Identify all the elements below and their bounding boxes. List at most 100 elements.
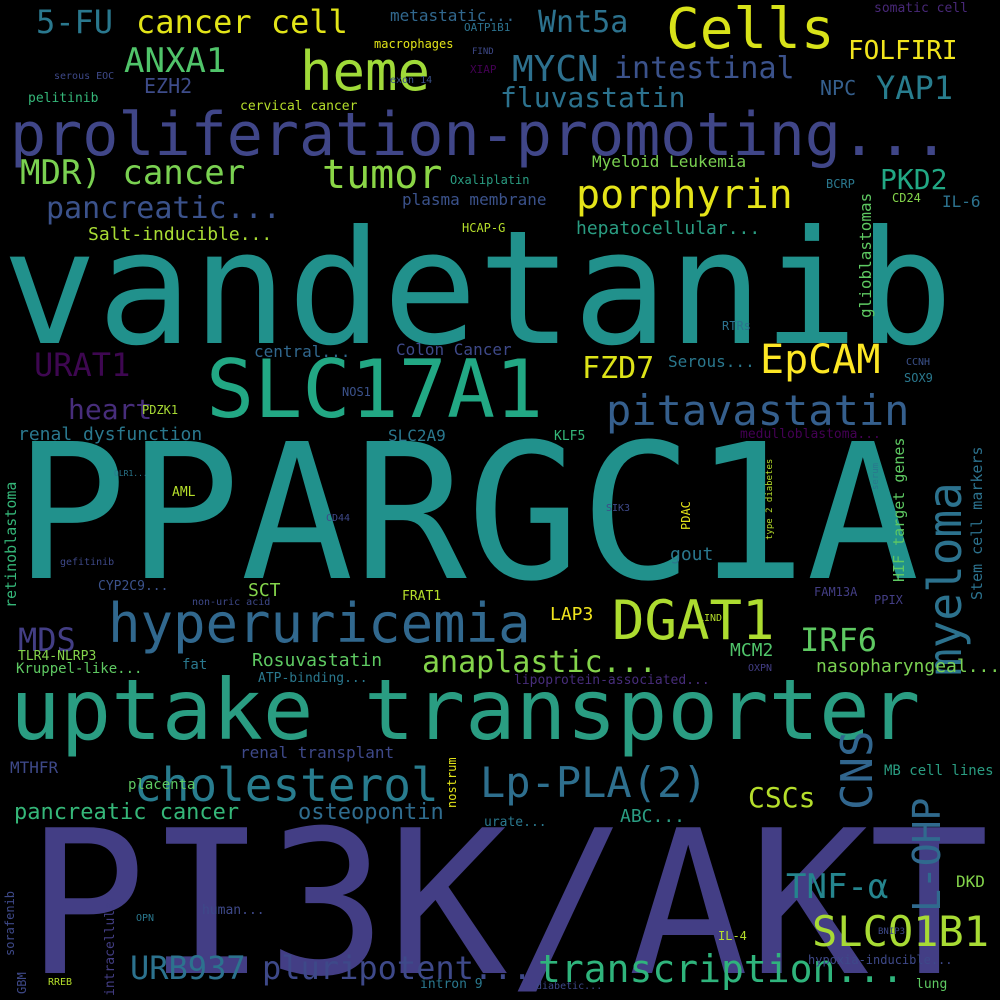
word: RREB bbox=[48, 977, 73, 988]
word: cervical cancer bbox=[240, 99, 358, 114]
word: plasma membrane bbox=[402, 190, 547, 209]
word: EZH2 bbox=[144, 74, 193, 98]
word: NPC bbox=[820, 76, 857, 100]
word: pancreatic... bbox=[46, 191, 281, 226]
word: PPARGC1A bbox=[14, 404, 920, 623]
word: TNF-α bbox=[786, 867, 889, 907]
word: nasopharyngeal... bbox=[816, 656, 1000, 677]
word: SLC17A1 bbox=[206, 343, 544, 436]
word: hypoxia-inducible... bbox=[808, 953, 953, 967]
word: somatic cell bbox=[874, 1, 968, 16]
word: BCRP bbox=[826, 177, 855, 191]
word: serous EOC bbox=[54, 71, 115, 82]
word: glioblastomas bbox=[856, 192, 875, 318]
word: placenta bbox=[128, 777, 196, 793]
word: FRAT1 bbox=[402, 589, 442, 604]
word: LIND bbox=[698, 613, 723, 624]
word: CSCs bbox=[748, 781, 816, 814]
word: medulloblastoma... bbox=[740, 427, 881, 442]
word: myeloma bbox=[918, 482, 972, 676]
word: osteopontin bbox=[298, 800, 444, 825]
word: central... bbox=[254, 342, 351, 361]
word: exon 14 bbox=[390, 75, 433, 86]
word: PI3K/AKT bbox=[26, 788, 990, 1000]
word: HCAP-G bbox=[462, 221, 506, 235]
word: DKD bbox=[956, 872, 985, 891]
word: MTHFR bbox=[10, 758, 59, 777]
word: Serous... bbox=[668, 352, 755, 371]
word: nostrum bbox=[445, 757, 459, 808]
word: Rosuvastatin bbox=[252, 650, 383, 671]
word: OLR1... bbox=[114, 469, 148, 478]
word: RTRs bbox=[722, 319, 751, 333]
word: intracellular bbox=[103, 894, 118, 996]
word: fluvastatin bbox=[500, 81, 686, 114]
word: fat bbox=[182, 657, 208, 673]
word: KLF5 bbox=[554, 429, 586, 444]
word: renal dysfunction bbox=[18, 424, 203, 445]
word: FIND bbox=[472, 47, 494, 57]
word: pitavastatin bbox=[606, 386, 910, 435]
word: Salt-inducible... bbox=[88, 224, 273, 245]
word: OXPN bbox=[748, 663, 773, 674]
word: porphyrin bbox=[576, 172, 793, 218]
word: transcription... bbox=[538, 947, 905, 991]
word: 5-FU bbox=[36, 3, 114, 41]
word: macrophages bbox=[374, 37, 454, 51]
word: SLC2A9 bbox=[388, 426, 446, 445]
word: gefitinib bbox=[60, 557, 115, 568]
word: L-OHP bbox=[905, 797, 949, 912]
word: lung bbox=[916, 977, 948, 992]
word: FZD7 bbox=[582, 351, 655, 386]
word: FOLFIRI bbox=[848, 36, 958, 66]
word: FAM13A bbox=[814, 585, 858, 599]
word: ANXA1 bbox=[124, 41, 227, 81]
word: MB cell lines bbox=[884, 763, 994, 779]
word: urate... bbox=[484, 815, 547, 830]
word: SIK3 bbox=[606, 503, 631, 514]
word: Oxaliplatin bbox=[450, 173, 530, 187]
word: Myeloid Leukemia bbox=[592, 152, 747, 171]
word: MDR) cancer bbox=[20, 153, 246, 193]
word: EpCAM bbox=[760, 337, 881, 383]
word: anaplastic... bbox=[422, 645, 657, 680]
word: retinoblastoma bbox=[2, 481, 20, 608]
word: intestinal bbox=[614, 51, 795, 86]
word: gout bbox=[670, 544, 714, 565]
word: metastatic... bbox=[390, 6, 516, 25]
word: pluripotent... bbox=[262, 949, 532, 987]
word: PPIX bbox=[874, 593, 903, 607]
word: Colon Cancer bbox=[396, 340, 512, 359]
word: serum bbox=[871, 462, 881, 490]
word: type 2 diabetes bbox=[765, 458, 775, 540]
word: CNS bbox=[832, 730, 883, 810]
word: hepatocellular... bbox=[576, 218, 761, 239]
word: SCT bbox=[248, 580, 281, 601]
word: renal transplant bbox=[240, 743, 395, 762]
word: MCM2 bbox=[730, 640, 774, 661]
word: URB937 bbox=[130, 949, 246, 987]
word: BNIP3 bbox=[878, 927, 906, 937]
word: sorafenib bbox=[3, 890, 17, 956]
word: PKD2 bbox=[880, 163, 948, 196]
word: cancer cell bbox=[136, 3, 348, 41]
word: SOX9 bbox=[904, 371, 933, 385]
word: Cells bbox=[666, 0, 835, 62]
word: proliferation-promoting... bbox=[10, 100, 950, 170]
word: NOS1 bbox=[342, 385, 371, 399]
word: pelitinib bbox=[28, 91, 99, 106]
word: Stem cell markers bbox=[968, 446, 986, 600]
word: IRF6 bbox=[800, 621, 878, 659]
word: MYCN bbox=[512, 49, 599, 90]
word: LAP3 bbox=[550, 604, 594, 625]
word: non-uric acid bbox=[192, 597, 271, 608]
word: PDAC bbox=[679, 501, 693, 530]
word: uptake transporter bbox=[10, 661, 921, 759]
word: MDS bbox=[18, 621, 76, 659]
word: SLCO1B1 bbox=[812, 907, 990, 956]
word: intron 9 bbox=[420, 977, 483, 992]
word: URAT1 bbox=[34, 346, 131, 384]
word: GBM bbox=[15, 972, 29, 994]
word: Wnt5a bbox=[538, 5, 629, 40]
word: ABC... bbox=[620, 806, 686, 827]
